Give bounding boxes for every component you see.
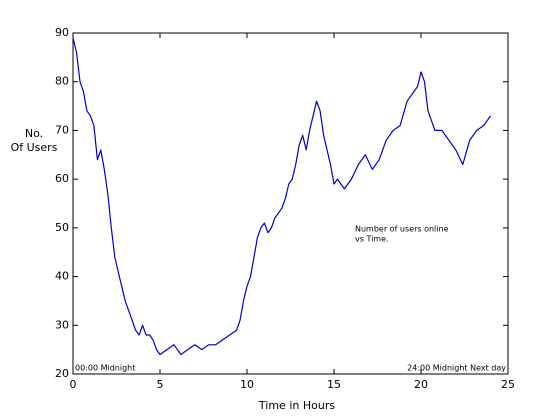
y-tick-label: 90 xyxy=(55,26,69,39)
y-tick-label: 60 xyxy=(55,172,69,185)
x-axis-label: Time in Hours xyxy=(258,399,335,412)
annotation: vs Time. xyxy=(355,235,389,244)
annotation: 00:00 Midnight xyxy=(75,364,135,373)
y-axis-label: No. xyxy=(25,127,43,140)
y-tick-label: 40 xyxy=(55,270,69,283)
annotation: 24:00 Midnight Next day xyxy=(407,364,506,373)
x-tick-label: 20 xyxy=(414,378,428,391)
y-tick-label: 20 xyxy=(55,367,69,380)
data-line xyxy=(72,37,492,356)
y-tick-label: 70 xyxy=(55,123,69,136)
x-tick-label: 5 xyxy=(157,378,164,391)
y-tick-label: 80 xyxy=(55,75,69,88)
x-tick-label: 0 xyxy=(70,378,77,391)
x-tick-label: 10 xyxy=(240,378,254,391)
x-tick-label: 25 xyxy=(501,378,515,391)
x-tick-label: 15 xyxy=(327,378,341,391)
plot-frame xyxy=(72,32,509,375)
annotation: Number of users online xyxy=(355,225,449,234)
y-tick-label: 50 xyxy=(55,221,69,234)
y-axis-label: Of Users xyxy=(11,141,58,154)
y-tick-label: 30 xyxy=(55,318,69,331)
